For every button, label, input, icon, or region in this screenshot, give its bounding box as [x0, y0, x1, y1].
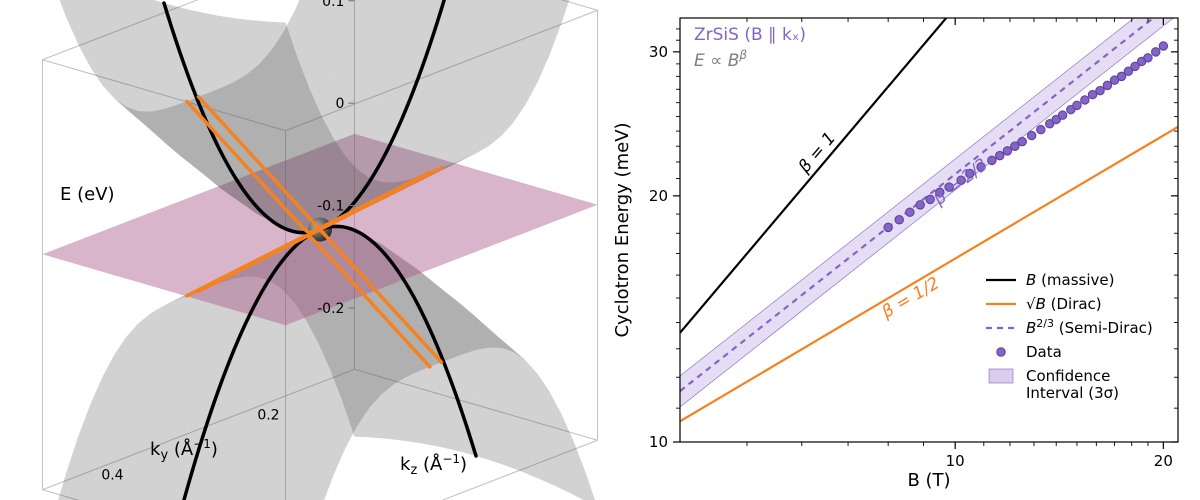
x-axis-label: B (T) — [907, 470, 950, 491]
title-zrsis: ZrSiS (B ∥ kₓ) — [694, 25, 806, 45]
data-point — [906, 208, 914, 216]
z-tick: 0 — [336, 96, 345, 112]
ytick-label: 20 — [649, 187, 668, 205]
data-point — [884, 223, 892, 231]
data-point — [1018, 137, 1026, 145]
legend-label: √B (Dirac) — [1026, 295, 1102, 313]
z-tick: 0.1 — [322, 0, 344, 10]
data-point — [1103, 81, 1111, 89]
z-tick: -0.1 — [317, 199, 344, 215]
data-point — [1159, 42, 1167, 50]
z-axis-label: E (eV) — [60, 184, 115, 205]
data-point — [916, 201, 924, 209]
title-power-law: E ∝ Bβ — [694, 48, 747, 71]
left-3d-svg: -0.2-0.100.10.20.4-0.200.2E (eV)ky (Å−1)… — [0, 0, 600, 500]
x-tick: 0.4 — [101, 468, 123, 484]
x-tick: 0.2 — [257, 407, 279, 423]
data-point — [1073, 101, 1081, 109]
xtick-label: 10 — [946, 452, 965, 470]
figure-container: -0.2-0.100.10.20.4-0.200.2E (eV)ky (Å−1)… — [0, 0, 1200, 500]
data-point — [1081, 96, 1089, 104]
ytick-label: 30 — [649, 43, 668, 61]
data-point — [1037, 125, 1045, 133]
data-point — [1058, 111, 1066, 119]
legend-label: Data — [1026, 343, 1062, 361]
data-point — [1027, 131, 1035, 139]
legend-label: B (massive) — [1026, 271, 1114, 289]
ytick-label: 10 — [649, 433, 668, 451]
y-axis-label: kz (Å−1) — [400, 452, 467, 478]
z-tick: -0.2 — [317, 301, 344, 317]
right-loglog-panel: 10 20 10 20 30 B (T) Cyclotron Energy (meV) ZrS… — [600, 0, 1200, 500]
data-point — [988, 156, 996, 164]
left-3d-panel: -0.2-0.100.10.20.4-0.200.2E (eV)ky (Å−1)… — [0, 0, 600, 500]
y-axis-label: Cyclotron Energy (meV) — [612, 122, 633, 337]
data-point — [996, 151, 1004, 159]
data-point — [1003, 147, 1011, 155]
data-point — [1152, 48, 1160, 56]
right-loglog-svg: 10 20 10 20 30 B (T) Cyclotron Energy (meV) ZrS… — [600, 0, 1200, 500]
data-point — [895, 216, 903, 224]
data-point — [1144, 54, 1152, 62]
data-point — [1096, 86, 1104, 94]
xtick-label: 20 — [1154, 452, 1173, 470]
legend-label: ConfidenceInterval (3σ) — [1026, 367, 1119, 402]
